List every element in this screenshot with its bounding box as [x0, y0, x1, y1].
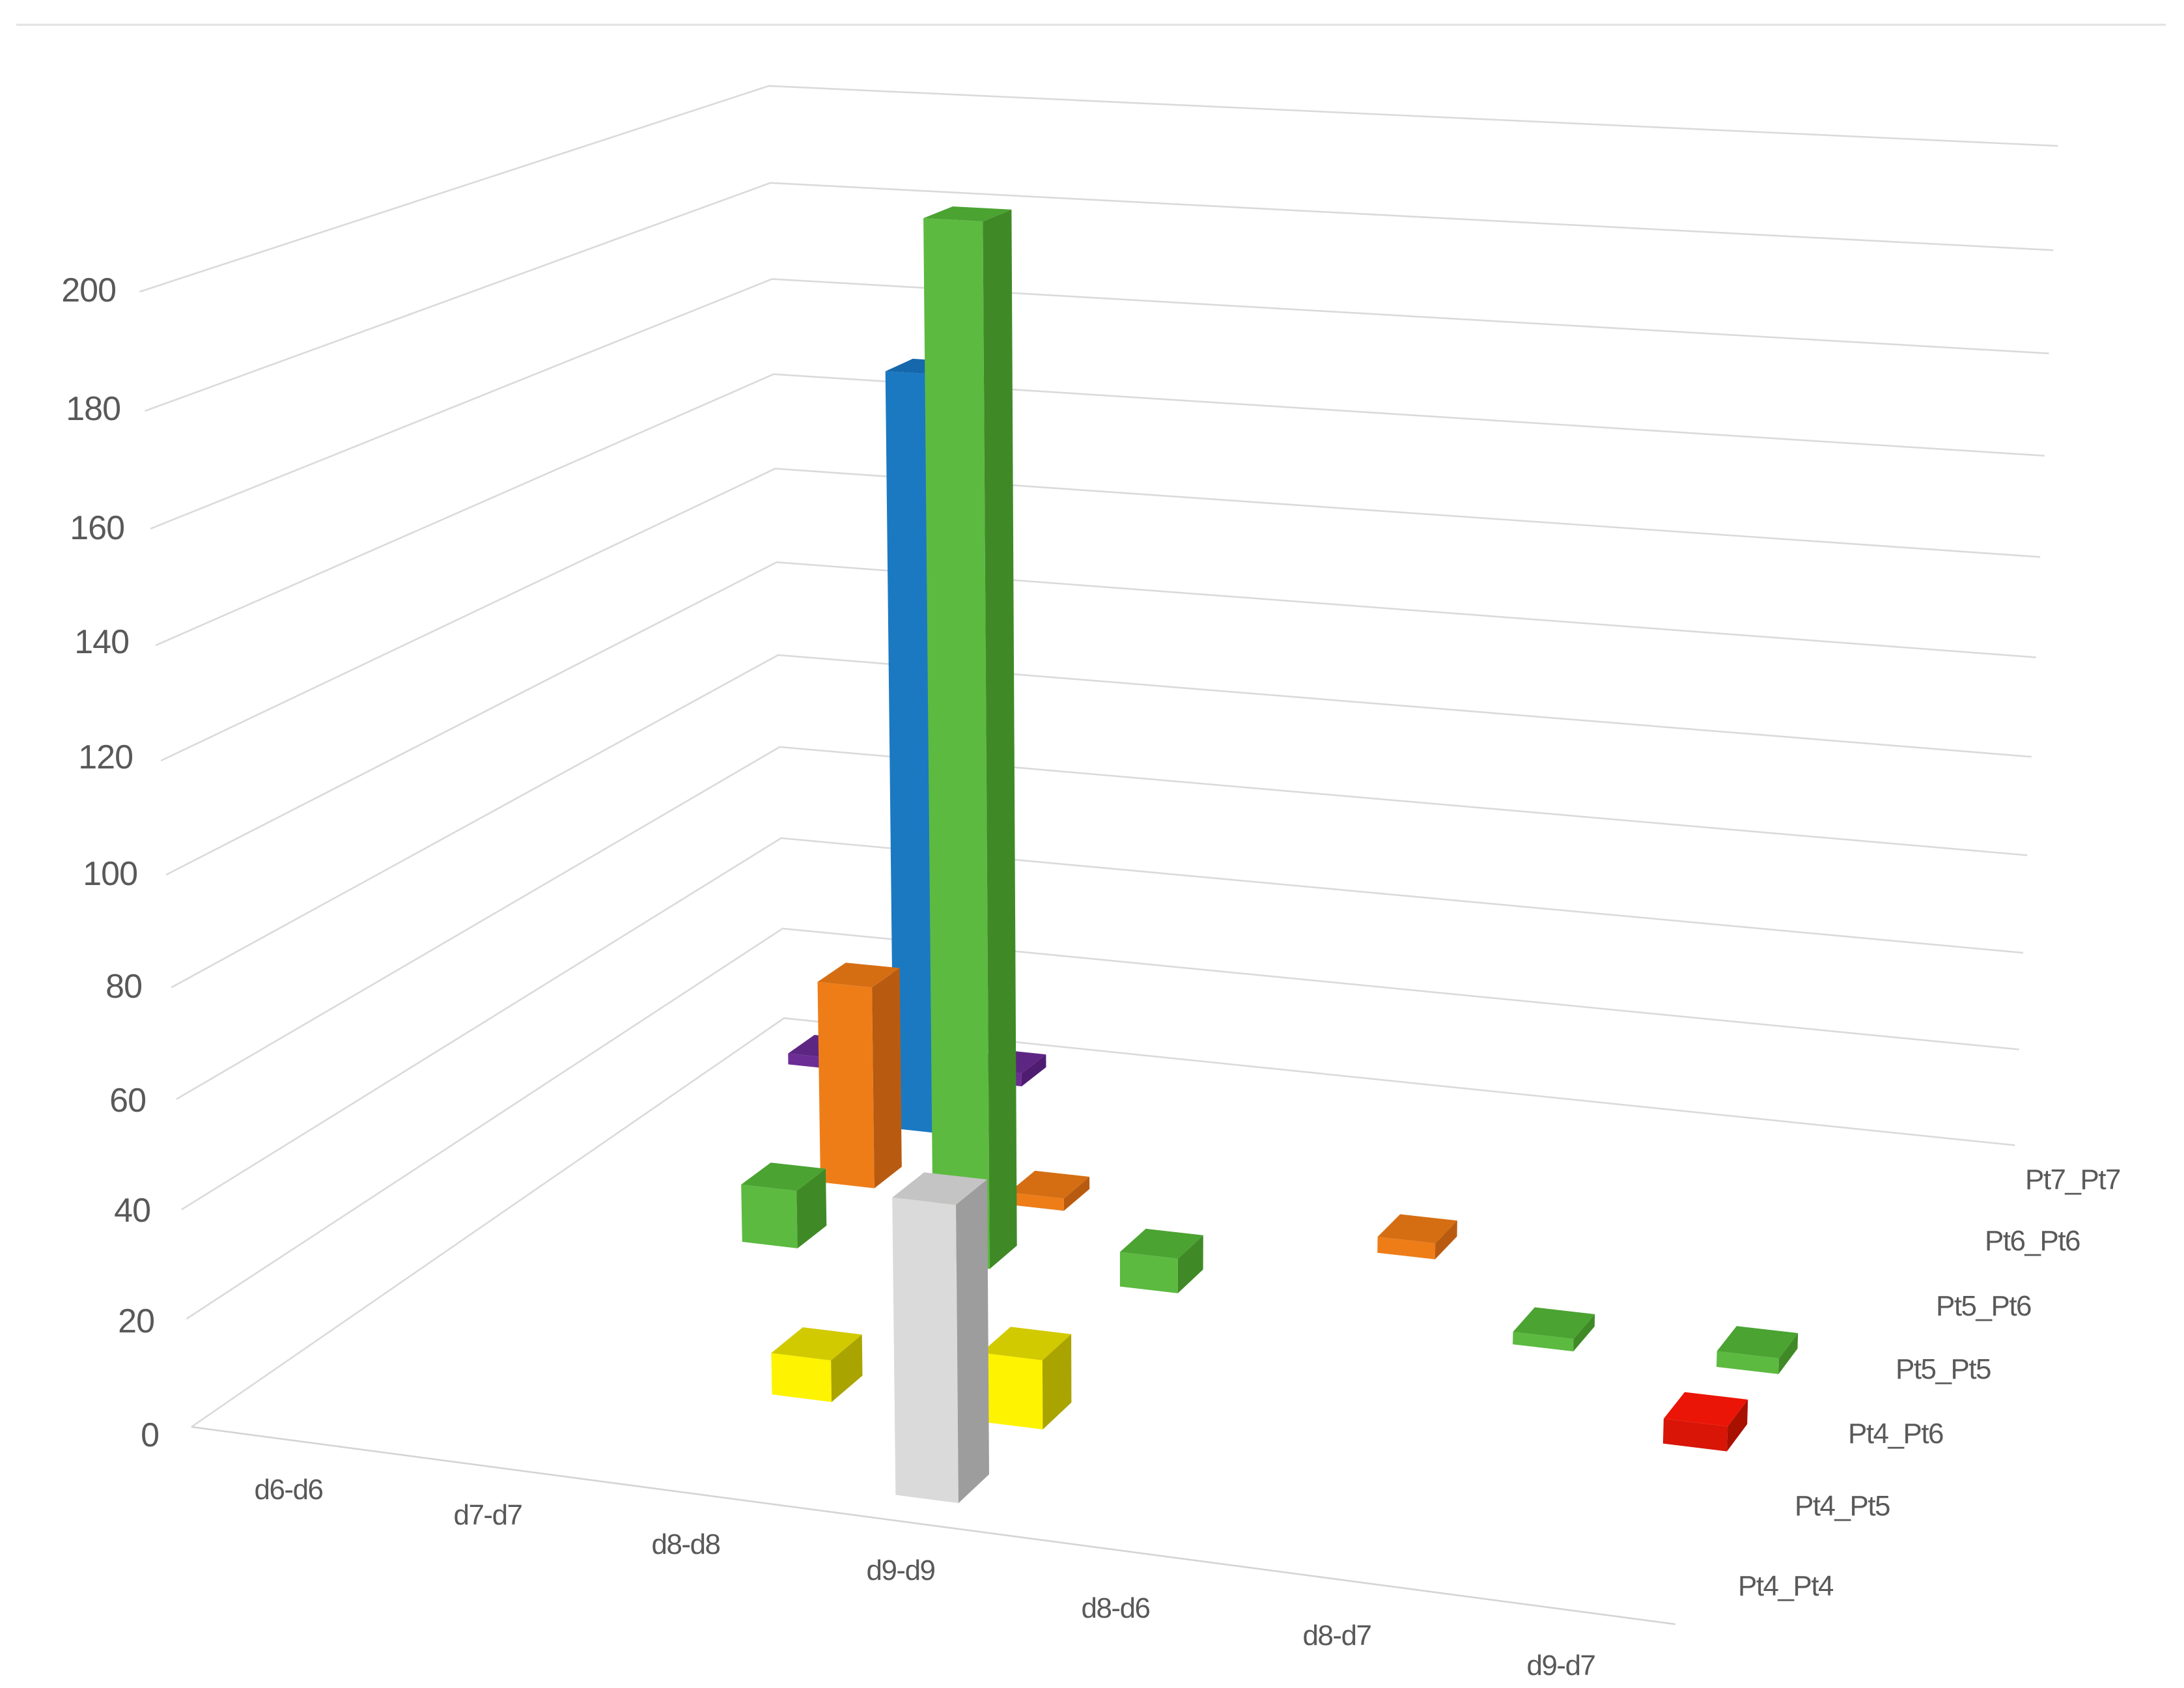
svg-text:140: 140: [74, 623, 129, 661]
svg-text:d8-d6: d8-d6: [1081, 1592, 1149, 1624]
svg-text:100: 100: [83, 855, 137, 893]
svg-text:Pt4_Pt5: Pt4_Pt5: [1795, 1490, 1890, 1522]
svg-text:60: 60: [109, 1082, 146, 1119]
svg-text:d8-d7: d8-d7: [1302, 1620, 1371, 1652]
svg-text:80: 80: [105, 968, 142, 1006]
svg-text:d9-d7: d9-d7: [1526, 1650, 1595, 1681]
svg-text:d6-d6: d6-d6: [254, 1474, 322, 1506]
svg-text:Pt4_Pt4: Pt4_Pt4: [1738, 1570, 1834, 1602]
svg-text:d7-d7: d7-d7: [453, 1499, 522, 1531]
svg-text:20: 20: [118, 1302, 154, 1340]
svg-text:200: 200: [61, 272, 116, 309]
svg-text:160: 160: [70, 509, 124, 547]
svg-text:Pt4_Pt6: Pt4_Pt6: [1848, 1418, 1943, 1450]
svg-text:40: 40: [114, 1192, 150, 1230]
svg-text:Pt6_Pt6: Pt6_Pt6: [1985, 1225, 2080, 1257]
svg-text:0: 0: [141, 1416, 159, 1454]
svg-text:Pt5_Pt5: Pt5_Pt5: [1896, 1353, 1991, 1385]
svg-text:d9-d9: d9-d9: [866, 1554, 934, 1586]
svg-text:180: 180: [66, 390, 120, 428]
svg-text:Pt5_Pt6: Pt5_Pt6: [1936, 1290, 2031, 1322]
svg-text:d8-d8: d8-d8: [651, 1528, 720, 1560]
svg-text:120: 120: [78, 738, 133, 776]
svg-text:Pt7_Pt7: Pt7_Pt7: [2025, 1164, 2120, 1196]
